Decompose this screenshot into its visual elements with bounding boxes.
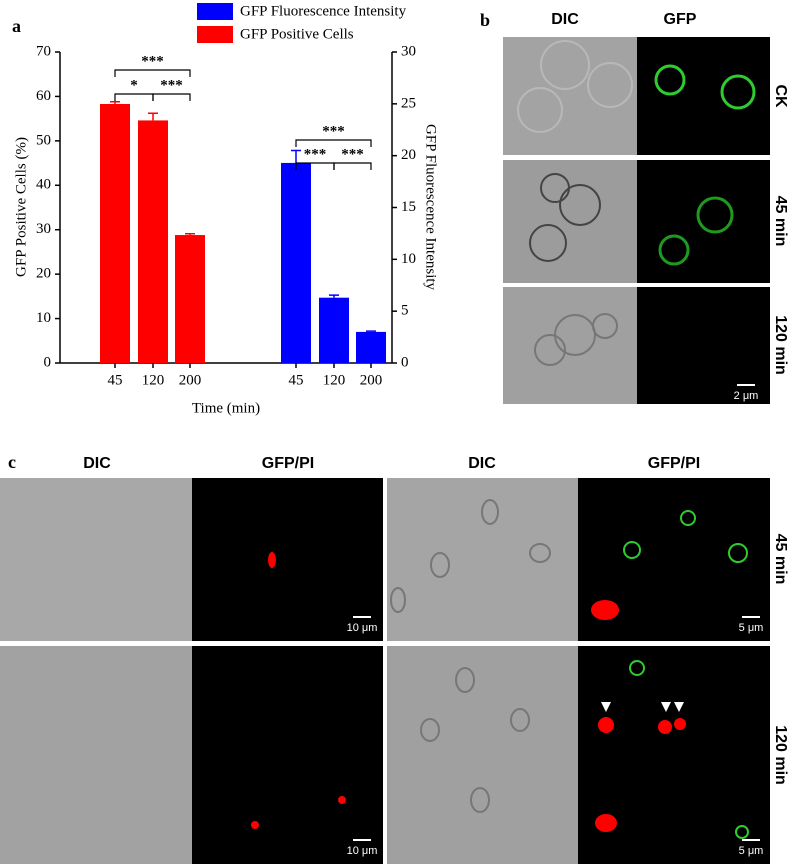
x-tick-label: 45 [108,372,123,388]
y-tick-label: 60 [36,88,51,104]
x-axis-title: Time (min) [192,400,260,416]
bar [356,331,386,363]
error-bar [291,149,301,163]
y-tick-label: 70 [36,43,51,59]
y2-tick-label: 5 [401,303,409,319]
dic-image [0,478,192,641]
error-bar [366,330,376,332]
bar [319,297,349,363]
column-header: GFP/PI [262,455,314,472]
legend-swatch [197,3,233,20]
y2-tick-label: 20 [401,147,416,163]
significance-bracket [333,162,372,170]
legend-label: GFP Positive Cells [240,26,354,42]
bar [281,162,311,363]
y-axis-title: GFP Positive Cells (%) [13,137,29,277]
column-header: GFP/PI [648,455,700,472]
row-label: 120 min [772,315,789,375]
chart-a: a 0 10 20 30 40 50 60 70 0 5 10 15 20 25 30 45 120 200 45 1… [12,3,439,416]
scale-bar-label: 5 μm [739,845,764,857]
cells [390,499,551,813]
legend-swatch [197,26,233,43]
gfp-pi-image [192,478,383,641]
bar [175,235,205,363]
bar [100,103,130,363]
scale-bar-label: 10 μm [347,622,378,634]
panel-b: b DIC GFP CK 45 min 120 min 2 μm [480,10,789,404]
y-tick-label: 30 [36,221,51,237]
significance-bracket [152,93,191,101]
row-label: CK [772,84,789,108]
y-tick-label: 0 [44,354,52,370]
panel-label: b [480,10,490,30]
y-tick-label: 50 [36,132,51,148]
significance-bracket [114,93,154,101]
pi-cells [251,552,686,832]
y-tick-label: 40 [36,177,51,193]
gfp-image [637,37,770,155]
scale-bar-label: 10 μm [347,845,378,857]
arrowheads [601,702,684,712]
significance-label: * [130,77,138,93]
panel-label: c [8,452,16,472]
y2-tick-label: 0 [401,354,409,370]
x-tick-label: 120 [142,372,165,388]
scale-bars [353,616,760,841]
x-tick-label: 200 [360,372,383,388]
gfp-image [637,287,770,404]
gfp-pi-image [192,646,383,864]
cells [517,40,633,366]
significance-label: *** [341,146,364,162]
panel-c: c DIC GFP/PI DIC GFP/PI 45 min 120 min [0,452,789,864]
significance-bracket [295,139,372,147]
row-label: 120 min [772,725,789,785]
column-header: DIC [468,455,496,472]
bar [138,120,168,363]
x-tick-label: 45 [289,372,304,388]
significance-label: *** [160,77,183,93]
significance-label: *** [141,53,164,69]
y2-tick-label: 10 [401,251,416,267]
gfp-cells [623,510,749,839]
error-bar [185,232,195,236]
y-tick-label: 20 [36,266,51,282]
column-header: DIC [551,11,579,28]
scale-bar-label: 2 μm [734,390,759,402]
dic-image [387,478,578,641]
error-bar [329,294,339,298]
significance-label: *** [304,146,327,162]
error-bar [148,112,158,121]
dic-image [503,37,637,155]
dic-image [503,287,637,404]
dic-image [387,646,578,864]
x-tick-label: 200 [179,372,202,388]
row-label: 45 min [772,196,789,247]
gfp-cells [654,64,756,266]
y-tick-label: 10 [36,310,51,326]
x-tick-label: 120 [323,372,346,388]
significance-bracket [114,69,191,77]
dic-image [0,646,192,864]
y2-tick-label: 15 [401,199,416,215]
panel-label: a [12,16,21,36]
scale-bar-label: 5 μm [739,622,764,634]
y2-axis-title: GFP Fluorescence Intensity [423,124,439,291]
y2-tick-label: 25 [401,95,416,111]
column-header: GFP [664,11,697,28]
column-header: DIC [83,455,111,472]
legend-label: GFP Fluorescence Intensity [240,3,407,19]
y2-tick-label: 30 [401,43,416,59]
significance-label: *** [322,123,345,139]
row-label: 45 min [772,534,789,585]
error-bar [110,101,120,104]
gfp-image [637,160,770,283]
